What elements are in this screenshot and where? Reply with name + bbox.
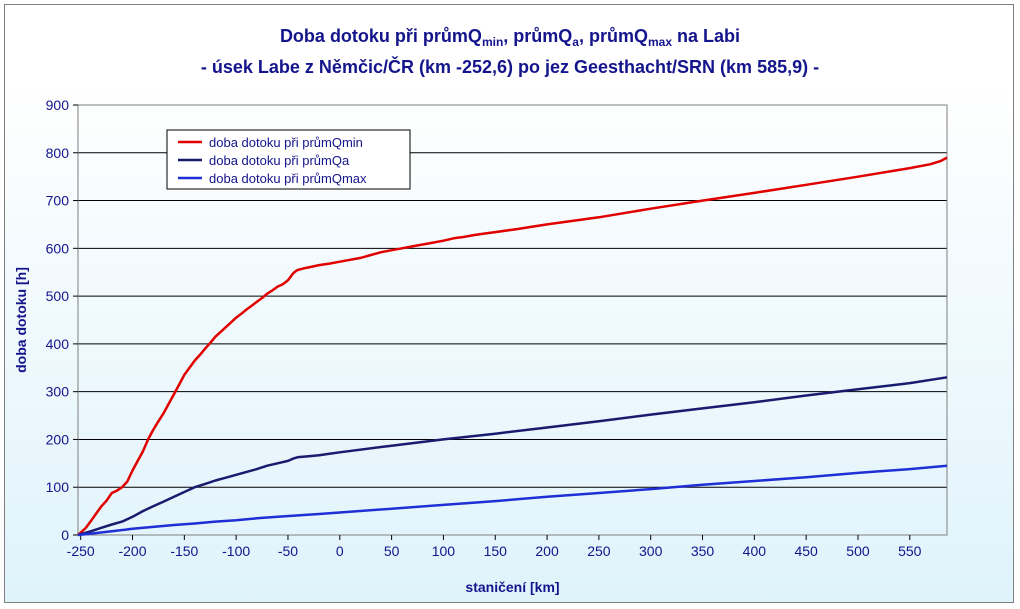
x-tick-label: 500 (846, 543, 870, 559)
x-tick-label: -50 (278, 543, 298, 559)
x-tick-label: 250 (587, 543, 611, 559)
chart-frame (4, 4, 1014, 603)
y-axis-title: doba dotoku [h] (13, 267, 29, 373)
x-tick-label: 450 (794, 543, 818, 559)
x-tick-label: 300 (639, 543, 663, 559)
y-tick-label: 500 (46, 288, 70, 304)
x-tick-label: 200 (535, 543, 559, 559)
y-tick-label: 900 (46, 97, 70, 113)
title-text-1: Doba dotoku při průmQ (279, 26, 482, 46)
y-tick-label: 700 (46, 193, 70, 209)
y-tick-label: 200 (46, 431, 70, 447)
x-tick-label: 350 (691, 543, 715, 559)
plot-area (77, 104, 948, 536)
legend: doba dotoku při průmQmin doba dotoku při … (166, 129, 411, 190)
title-text-4: na Labi (672, 26, 741, 46)
title-text-3: , průmQ (578, 26, 648, 46)
chart-title-line2: - úsek Labe z Němčic/ČR (km -252,6) po j… (200, 57, 820, 77)
series-line-2 (77, 376, 948, 537)
y-tick-label: 800 (46, 145, 70, 161)
y-tick-label: 400 (46, 336, 70, 352)
series-line-3 (77, 464, 948, 537)
x-tick-label: -250 (67, 543, 95, 559)
legend-label-2: doba dotoku při průmQa (209, 153, 350, 168)
chart-title-line1: Doba dotoku při průmQmin, průmQa, průmQm… (0, 25, 1020, 53)
series-group (77, 156, 948, 537)
x-axis-title: staničení [km] (465, 579, 559, 595)
legend-box (166, 129, 411, 190)
x-tick-label: 100 (432, 543, 456, 559)
x-tick-label: -150 (170, 543, 198, 559)
legend-label-3: doba dotoku při průmQmax (209, 171, 367, 186)
legend-label-1: doba dotoku při průmQmin (209, 135, 363, 150)
x-tick-label: 50 (384, 543, 400, 559)
x-tick-label: 0 (336, 543, 344, 559)
title-sub-max: max (648, 35, 673, 49)
x-tick-label: -200 (118, 543, 146, 559)
y-tick-label: 300 (46, 384, 70, 400)
x-tick-label: -100 (222, 543, 250, 559)
y-tick-label: 100 (46, 479, 70, 495)
series-line-1 (77, 156, 948, 536)
title-sub-min: min (481, 35, 504, 49)
x-tick-label: 400 (743, 543, 767, 559)
title-text-2: , průmQ (503, 26, 573, 46)
x-tick-label: 550 (898, 543, 922, 559)
x-tick-label: 150 (484, 543, 508, 559)
y-tick-label: 600 (46, 240, 70, 256)
title-sub-a: a (572, 35, 579, 49)
y-tick-label: 0 (61, 527, 69, 543)
